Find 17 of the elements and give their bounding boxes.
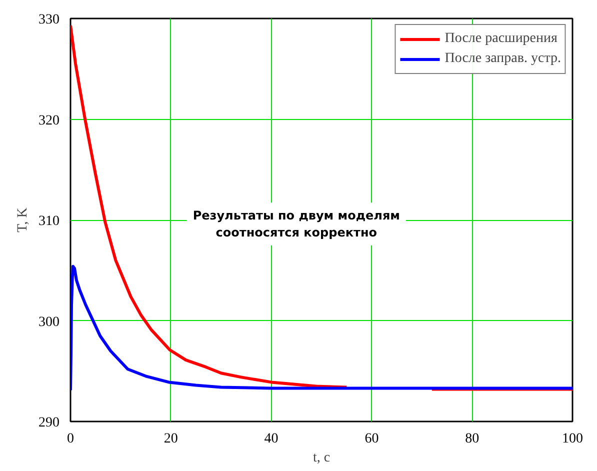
y-tick-label: 330 [38, 12, 60, 28]
line-series [70, 264, 572, 392]
x-tick-label: 40 [264, 432, 278, 446]
x-tick-label: 100 [562, 432, 583, 446]
x-tick-label: 60 [364, 432, 379, 446]
y-tick-label: 320 [38, 113, 60, 128]
legend-label: После заправ. устр. [444, 51, 561, 67]
legend-label: После расширения [444, 31, 558, 47]
y-tick-label: 290 [38, 416, 60, 430]
y-axis-title: T, K [16, 208, 30, 232]
y-tick-label: 310 [38, 214, 60, 229]
x-tick-label: 80 [465, 432, 480, 446]
x-tick-label: 20 [164, 432, 178, 446]
y-tick-label: 300 [38, 314, 60, 330]
x-tick-label: 0 [67, 432, 74, 446]
annotation: Результаты по двум моделям соотносятся корректно [192, 208, 400, 240]
x-axis-title: t, c [312, 450, 330, 466]
